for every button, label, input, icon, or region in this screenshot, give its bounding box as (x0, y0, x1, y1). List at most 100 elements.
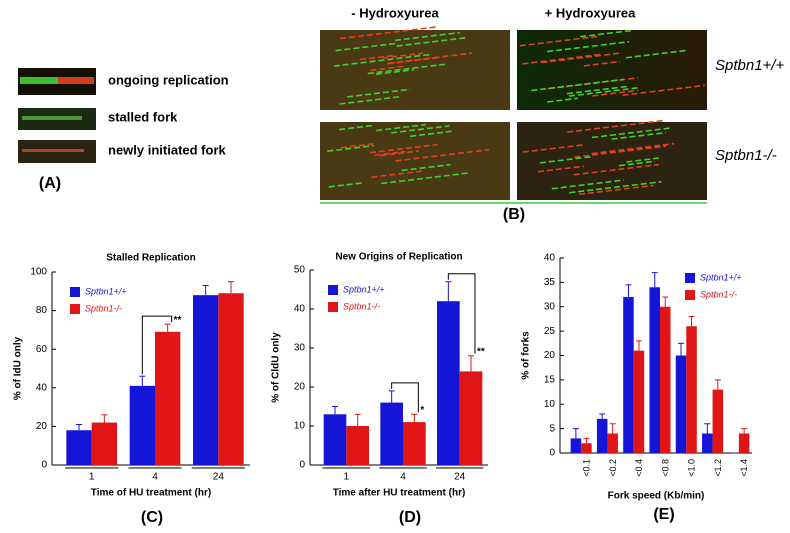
fiber-streak (547, 40, 630, 53)
bar (738, 433, 750, 453)
fiber-streak (367, 63, 445, 75)
bar (596, 418, 608, 453)
legend-swatch (685, 273, 695, 283)
condition-label: - Hydroxyurea (351, 5, 439, 20)
fiber-streak (547, 97, 578, 103)
fiber-streak (579, 184, 654, 196)
x-tick-label: <0.8 (660, 459, 670, 477)
bar (403, 422, 426, 465)
fiber-streak (626, 157, 659, 163)
fiber-image (517, 122, 707, 200)
fiber-streak (541, 52, 620, 64)
panel-a-label: ongoing replication (108, 72, 229, 87)
bar (623, 297, 634, 453)
bar (633, 350, 645, 453)
fiber-streak (410, 130, 452, 138)
fiber-streak (333, 53, 431, 67)
y-tick-label: 40 (294, 304, 306, 315)
fiber-streak (381, 172, 471, 185)
fiber-streak (618, 160, 655, 167)
bar (437, 301, 460, 465)
fiber-streak (22, 149, 84, 152)
fiber-image (517, 30, 707, 110)
significance-bracket (141, 315, 173, 375)
legend-swatch (328, 302, 338, 312)
y-tick-label: 0 (299, 460, 305, 471)
fiber-streak (391, 125, 450, 134)
significance-mark: ** (477, 346, 485, 357)
y-tick-label: 20 (36, 421, 48, 432)
fiber-streak (58, 77, 94, 84)
y-tick-label: 60 (36, 344, 48, 355)
legend-label: Sptbn1+/+ (700, 272, 742, 282)
significance-bracket (391, 382, 419, 413)
bar (581, 443, 592, 453)
fiber-streak (592, 89, 639, 97)
x-axis-label: Fork speed (Kb/min) (608, 491, 705, 502)
y-tick-label: 40 (36, 382, 48, 393)
bar (649, 287, 660, 453)
fiber-streak (328, 181, 365, 188)
fiber-image (320, 122, 510, 200)
fiber-streak (395, 148, 490, 162)
fiber-streak (382, 52, 424, 59)
y-tick-label: 15 (544, 375, 556, 386)
fiber-streak (622, 84, 706, 97)
fiber-streak (568, 86, 641, 97)
bar (607, 433, 618, 453)
fiber-streak (519, 35, 600, 47)
x-axis-label: Time after HU treatment (hr) (333, 488, 466, 499)
legend-label: Sptbn1+/+ (343, 284, 385, 294)
x-tick-label: <1.0 (687, 459, 697, 477)
y-axis-label: % of forks (521, 331, 532, 380)
x-tick-label: 24 (213, 472, 225, 483)
legend-swatch (685, 290, 695, 300)
x-tick-label: 1 (344, 472, 350, 483)
genotype-label: Sptbn1+/+ (715, 57, 784, 74)
fiber-streak (522, 143, 586, 153)
fiber-streak (394, 31, 460, 42)
y-tick-label: 50 (294, 265, 306, 276)
fiber-streak (370, 65, 407, 72)
fiber-image (320, 30, 510, 110)
fiber-streak (537, 165, 585, 173)
y-axis-label: % of IdU only (13, 336, 24, 400)
x-tick-label: <0.1 (582, 459, 592, 477)
x-axis-label: Time of HU treatment (hr) (91, 488, 211, 499)
x-tick-label: 4 (400, 472, 406, 483)
fiber-streak (22, 116, 82, 120)
fiber-streak (375, 68, 415, 76)
fiber-streak (347, 88, 411, 98)
fiber-streak (574, 145, 667, 158)
chart-title: Stalled Replication (106, 253, 195, 264)
bar (702, 433, 713, 453)
fiber-streak (20, 77, 58, 84)
bar (459, 371, 483, 465)
panel-tag: (B) (503, 206, 525, 223)
panel-a-label: stalled fork (108, 109, 178, 124)
y-axis-label: % of CldU only (271, 332, 282, 403)
bar (712, 389, 724, 453)
fiber-images (320, 26, 707, 200)
fiber-streak (567, 119, 666, 133)
fiber-streak (569, 180, 662, 194)
legend-swatch (70, 287, 80, 297)
fiber-streak (339, 124, 376, 131)
fiber-streak (327, 144, 374, 152)
y-tick-label: 80 (36, 305, 48, 316)
fiber-streak (401, 163, 451, 172)
fiber-streak (339, 26, 436, 40)
bar (570, 438, 582, 453)
bar (660, 306, 671, 453)
significance-bracket (447, 273, 476, 354)
y-tick-label: 30 (544, 301, 556, 312)
fiber-streak (611, 131, 666, 140)
fiber-streak (531, 78, 625, 92)
fiber-streak (388, 52, 472, 64)
x-tick-label: 24 (454, 472, 466, 483)
x-tick-label: <0.2 (608, 459, 618, 477)
chart-title: New Origins of Replication (335, 252, 462, 263)
panel-tag: (D) (399, 509, 421, 526)
fiber-streak (380, 150, 419, 157)
y-tick-label: 0 (549, 448, 555, 459)
